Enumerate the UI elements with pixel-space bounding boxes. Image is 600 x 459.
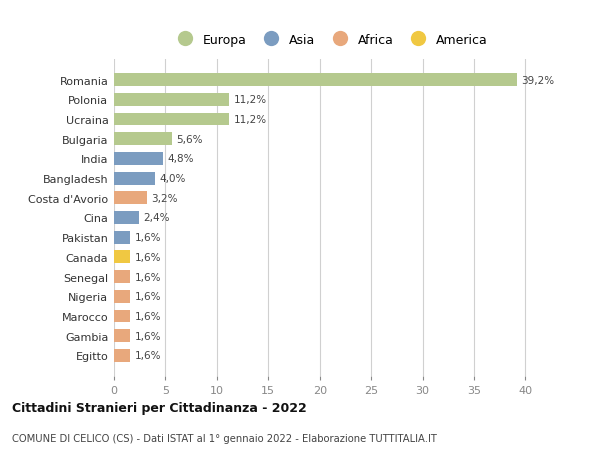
Bar — [114, 172, 155, 185]
Text: COMUNE DI CELICO (CS) - Dati ISTAT al 1° gennaio 2022 - Elaborazione TUTTITALIA.: COMUNE DI CELICO (CS) - Dati ISTAT al 1°… — [12, 433, 437, 442]
Bar — [114, 231, 130, 244]
Bar — [114, 290, 130, 303]
Text: 39,2%: 39,2% — [521, 75, 554, 85]
Text: 3,2%: 3,2% — [151, 193, 178, 203]
Text: 1,6%: 1,6% — [134, 291, 161, 302]
Text: 1,6%: 1,6% — [134, 252, 161, 263]
Text: 1,6%: 1,6% — [134, 331, 161, 341]
Text: 11,2%: 11,2% — [233, 115, 266, 125]
Bar — [114, 113, 229, 126]
Bar — [114, 192, 147, 205]
Text: 11,2%: 11,2% — [233, 95, 266, 105]
Bar — [114, 153, 163, 165]
Text: Cittadini Stranieri per Cittadinanza - 2022: Cittadini Stranieri per Cittadinanza - 2… — [12, 401, 307, 414]
Bar — [114, 212, 139, 224]
Bar — [114, 349, 130, 362]
Text: 4,0%: 4,0% — [159, 174, 185, 184]
Bar — [114, 74, 517, 87]
Text: 5,6%: 5,6% — [176, 134, 202, 145]
Text: 1,6%: 1,6% — [134, 351, 161, 361]
Legend: Europa, Asia, Africa, America: Europa, Asia, Africa, America — [170, 31, 490, 49]
Bar — [114, 133, 172, 146]
Bar — [114, 271, 130, 283]
Bar — [114, 94, 229, 106]
Text: 1,6%: 1,6% — [134, 272, 161, 282]
Text: 1,6%: 1,6% — [134, 311, 161, 321]
Text: 1,6%: 1,6% — [134, 233, 161, 243]
Text: 4,8%: 4,8% — [167, 154, 194, 164]
Text: 2,4%: 2,4% — [143, 213, 169, 223]
Bar — [114, 330, 130, 342]
Bar — [114, 310, 130, 323]
Bar — [114, 251, 130, 264]
